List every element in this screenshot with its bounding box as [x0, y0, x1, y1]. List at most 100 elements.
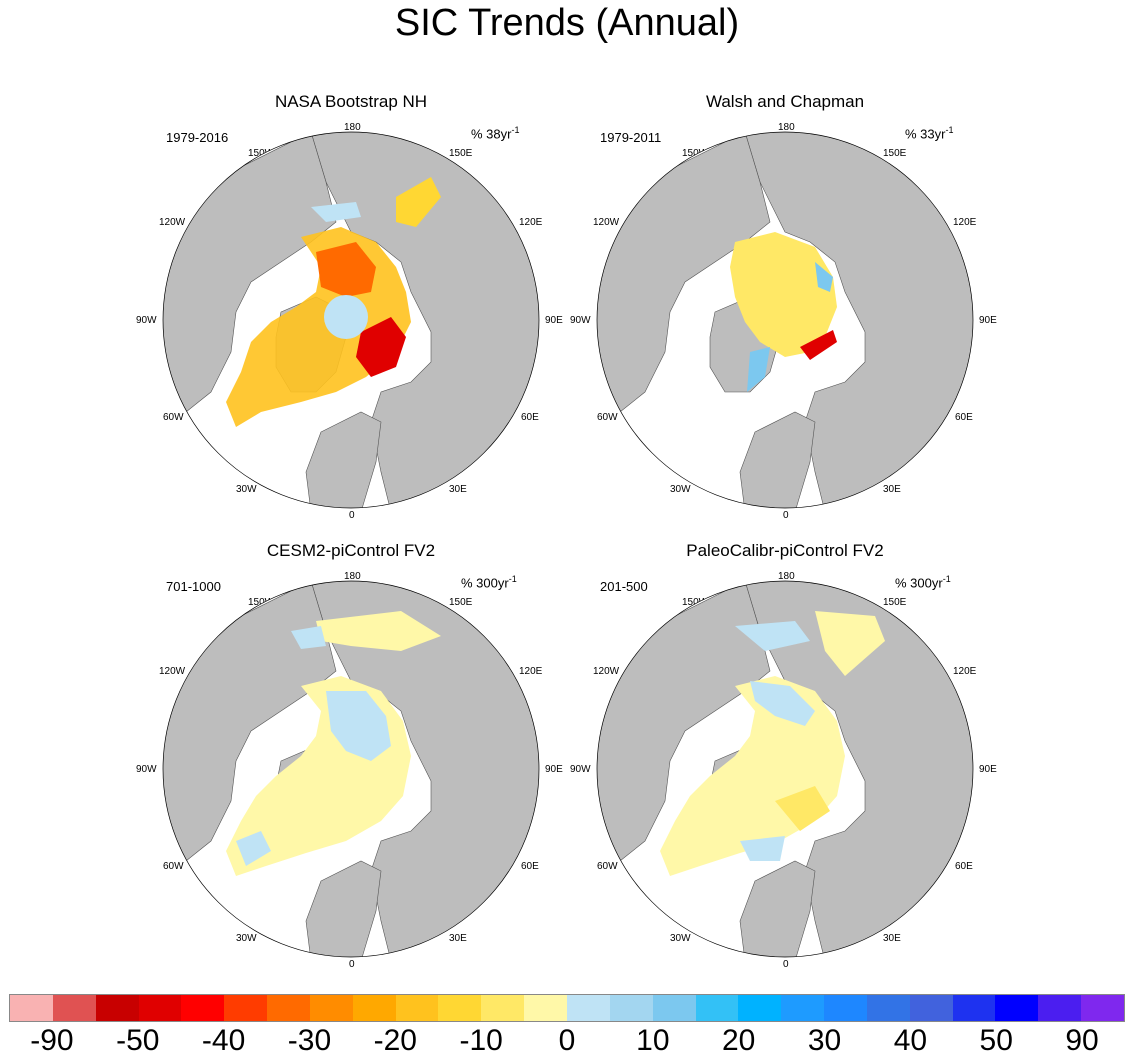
lon-label-60w: 60W [163, 412, 184, 423]
panel-title: PaleoCalibr-piControl FV2 [686, 541, 884, 560]
colorbar-swatch [181, 995, 225, 1021]
lon-label-60e: 60E [955, 861, 973, 872]
lon-label-150e: 150E [883, 148, 907, 159]
lon-label-60e: 60E [521, 861, 539, 872]
lon-label-90e: 90E [979, 764, 997, 775]
panel-title: NASA Bootstrap NH [274, 92, 428, 111]
lon-label-90w: 90W [136, 315, 157, 326]
lon-label-30e: 30E [449, 933, 467, 944]
colorbar-swatch [395, 995, 439, 1021]
lon-label-30e: 30E [883, 484, 901, 495]
lon-label-30e: 30E [449, 484, 467, 495]
colorbar-label: -40 [201, 1024, 246, 1057]
map-panel-cesm2: CESM2-piControl FV2 701-1000 % 300yr-1 1… [136, 541, 563, 981]
polar-map [596, 580, 974, 958]
lon-label-120e: 120E [519, 666, 543, 677]
lon-label-60w: 60W [597, 861, 618, 872]
period-label: 701-1000 [166, 579, 221, 594]
colorbar-swatch [95, 995, 139, 1021]
lon-label-150w: 150W [248, 148, 275, 159]
colorbar-swatch [952, 995, 996, 1021]
colorbar-label: 40 [893, 1024, 928, 1057]
lon-label-0: 0 [349, 510, 355, 521]
lon-label-60e: 60E [521, 412, 539, 423]
panel-title: Walsh and Chapman [705, 92, 865, 111]
lon-label-30w: 30W [670, 933, 691, 944]
colorbar-swatch [866, 995, 910, 1021]
colorbar-swatch [1038, 995, 1082, 1021]
colorbar-swatch [524, 995, 567, 1021]
lon-label-60w: 60W [163, 861, 184, 872]
map-panel-walsh: Walsh and Chapman 1979-2011 % 33yr-1 180… [570, 92, 997, 532]
colorbar-label: -90 [30, 1024, 74, 1057]
lon-label-30e: 30E [883, 933, 901, 944]
colorbar-label: -50 [116, 1024, 160, 1057]
units-label: % 300yr-1 [461, 574, 517, 591]
colorbar-swatch [695, 995, 739, 1021]
lon-label-150e: 150E [883, 597, 907, 608]
period-label: 1979-2011 [600, 130, 662, 145]
map-panel-nasa: NASA Bootstrap NH 1979-2016 % 38yr-1 180… [136, 92, 563, 532]
lon-label-0: 0 [349, 959, 355, 970]
lon-label-120e: 120E [519, 217, 543, 228]
ice-trend-blue [311, 202, 361, 222]
colorbar-label: 50 [979, 1024, 1013, 1057]
ice-trend [730, 232, 837, 357]
colorbar-swatch [824, 995, 867, 1021]
lon-label-120w: 120W [159, 217, 186, 228]
lon-label-90e: 90E [545, 315, 563, 326]
lon-label-120e: 120E [953, 217, 977, 228]
colorbar-swatch [52, 995, 96, 1021]
lon-label-90w: 90W [570, 764, 591, 775]
lon-label-180: 180 [778, 122, 795, 133]
lon-label-30w: 30W [236, 933, 257, 944]
colorbar-label: 90 [1065, 1024, 1099, 1057]
colorbar-swatch [438, 995, 482, 1021]
ice-trend-core [356, 317, 406, 377]
colorbar-label: -20 [373, 1024, 417, 1057]
lon-label-60e: 60E [955, 412, 973, 423]
period-label: 1979-2016 [166, 130, 229, 145]
lon-label-120w: 120W [593, 217, 620, 228]
colorbar [9, 994, 1125, 1022]
lon-label-150w: 150W [682, 148, 709, 159]
lon-label-0: 0 [783, 959, 789, 970]
lon-label-180: 180 [344, 122, 361, 133]
lon-label-180: 180 [778, 571, 795, 582]
ice-trend-okhotsk [396, 177, 441, 227]
polar-map [162, 580, 540, 958]
units-label: % 33yr-1 [905, 125, 954, 142]
lon-label-30w: 30W [236, 484, 257, 495]
colorbar-label: 0 [558, 1024, 576, 1057]
colorbar-swatch [138, 995, 182, 1021]
colorbar-swatch [995, 995, 1039, 1021]
ice-trend-ring [316, 242, 376, 297]
lon-label-120w: 120W [159, 666, 186, 677]
map-panel-paleocalibr: PaleoCalibr-piControl FV2 201-500 % 300y… [570, 541, 997, 981]
colorbar-label: 10 [636, 1024, 670, 1057]
polar-map [162, 131, 540, 509]
colorbar-swatch [481, 995, 525, 1021]
colorbar-label: 30 [807, 1024, 842, 1057]
lon-label-90e: 90E [545, 764, 563, 775]
colorbar-swatch [738, 995, 782, 1021]
lon-label-90w: 90W [136, 764, 157, 775]
colorbar-swatch [909, 995, 953, 1021]
lon-label-150e: 150E [449, 148, 473, 159]
lon-label-30w: 30W [670, 484, 691, 495]
colorbar-swatch [224, 995, 268, 1021]
period-label: 201-500 [600, 579, 648, 594]
lon-label-90w: 90W [570, 315, 591, 326]
polar-map [596, 131, 974, 509]
lon-label-0: 0 [783, 510, 789, 521]
units-label: % 300yr-1 [895, 574, 951, 591]
colorbar-label: -10 [459, 1024, 503, 1057]
colorbar-swatch [652, 995, 696, 1021]
colorbar-swatch [566, 995, 610, 1021]
lon-label-150w: 150W [248, 597, 275, 608]
colorbar-swatch [609, 995, 653, 1021]
lon-label-90e: 90E [979, 315, 997, 326]
colorbar-label: 20 [722, 1024, 756, 1057]
colorbar-swatch [352, 995, 396, 1021]
units-label: % 38yr-1 [471, 125, 520, 142]
